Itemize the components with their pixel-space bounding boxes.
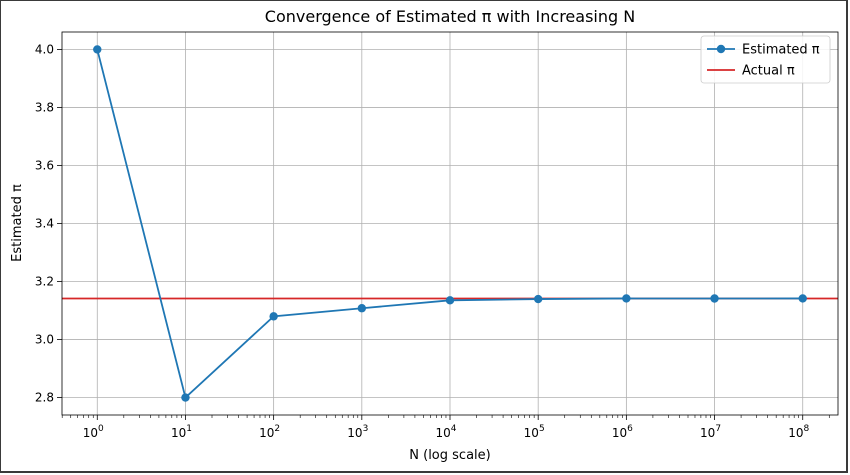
x-tick-label: 107 <box>700 424 721 440</box>
legend-label: Actual π <box>742 64 795 79</box>
data-point <box>798 294 807 303</box>
y-tick-label: 3.4 <box>35 217 54 231</box>
x-tick-label: 104 <box>435 424 456 440</box>
x-tick-label: 100 <box>83 424 104 440</box>
y-tick-label: 3.6 <box>35 158 54 172</box>
x-tick-label: 102 <box>259 424 280 440</box>
data-point <box>710 294 719 303</box>
x-axis-label: N (log scale) <box>409 448 490 463</box>
series-group <box>93 45 807 402</box>
legend-label: Estimated π <box>742 43 820 58</box>
x-tick-label: 106 <box>612 424 633 440</box>
y-axis-label: Estimated π <box>10 184 25 262</box>
x-tick-label: 108 <box>788 424 809 440</box>
chart-title: Convergence of Estimated π with Increasi… <box>265 7 635 26</box>
legend-box <box>700 35 831 84</box>
data-point <box>357 304 367 313</box>
data-point <box>269 312 278 321</box>
y-tick-label: 3.8 <box>35 100 54 114</box>
y-tick-label: 3.2 <box>35 275 54 289</box>
legend-marker <box>716 44 726 54</box>
x-tick-label: 101 <box>171 424 192 440</box>
data-point <box>533 294 543 304</box>
x-tick-label: 105 <box>524 424 545 440</box>
y-tick-label: 3.0 <box>35 333 54 347</box>
legend: Estimated π Actual π <box>700 35 831 84</box>
data-point <box>93 45 102 54</box>
data-point <box>181 393 190 402</box>
grid <box>62 32 838 415</box>
y-tick-label: 4.0 <box>35 42 54 56</box>
ticks: 100 101 102 103 104 105 106 107 108 2.8 3.0 3.2 3.4 3… <box>35 42 830 440</box>
x-tick-label: 103 <box>347 424 368 440</box>
data-point <box>622 294 631 303</box>
y-tick-label: 2.8 <box>35 391 54 405</box>
data-point <box>445 296 455 305</box>
